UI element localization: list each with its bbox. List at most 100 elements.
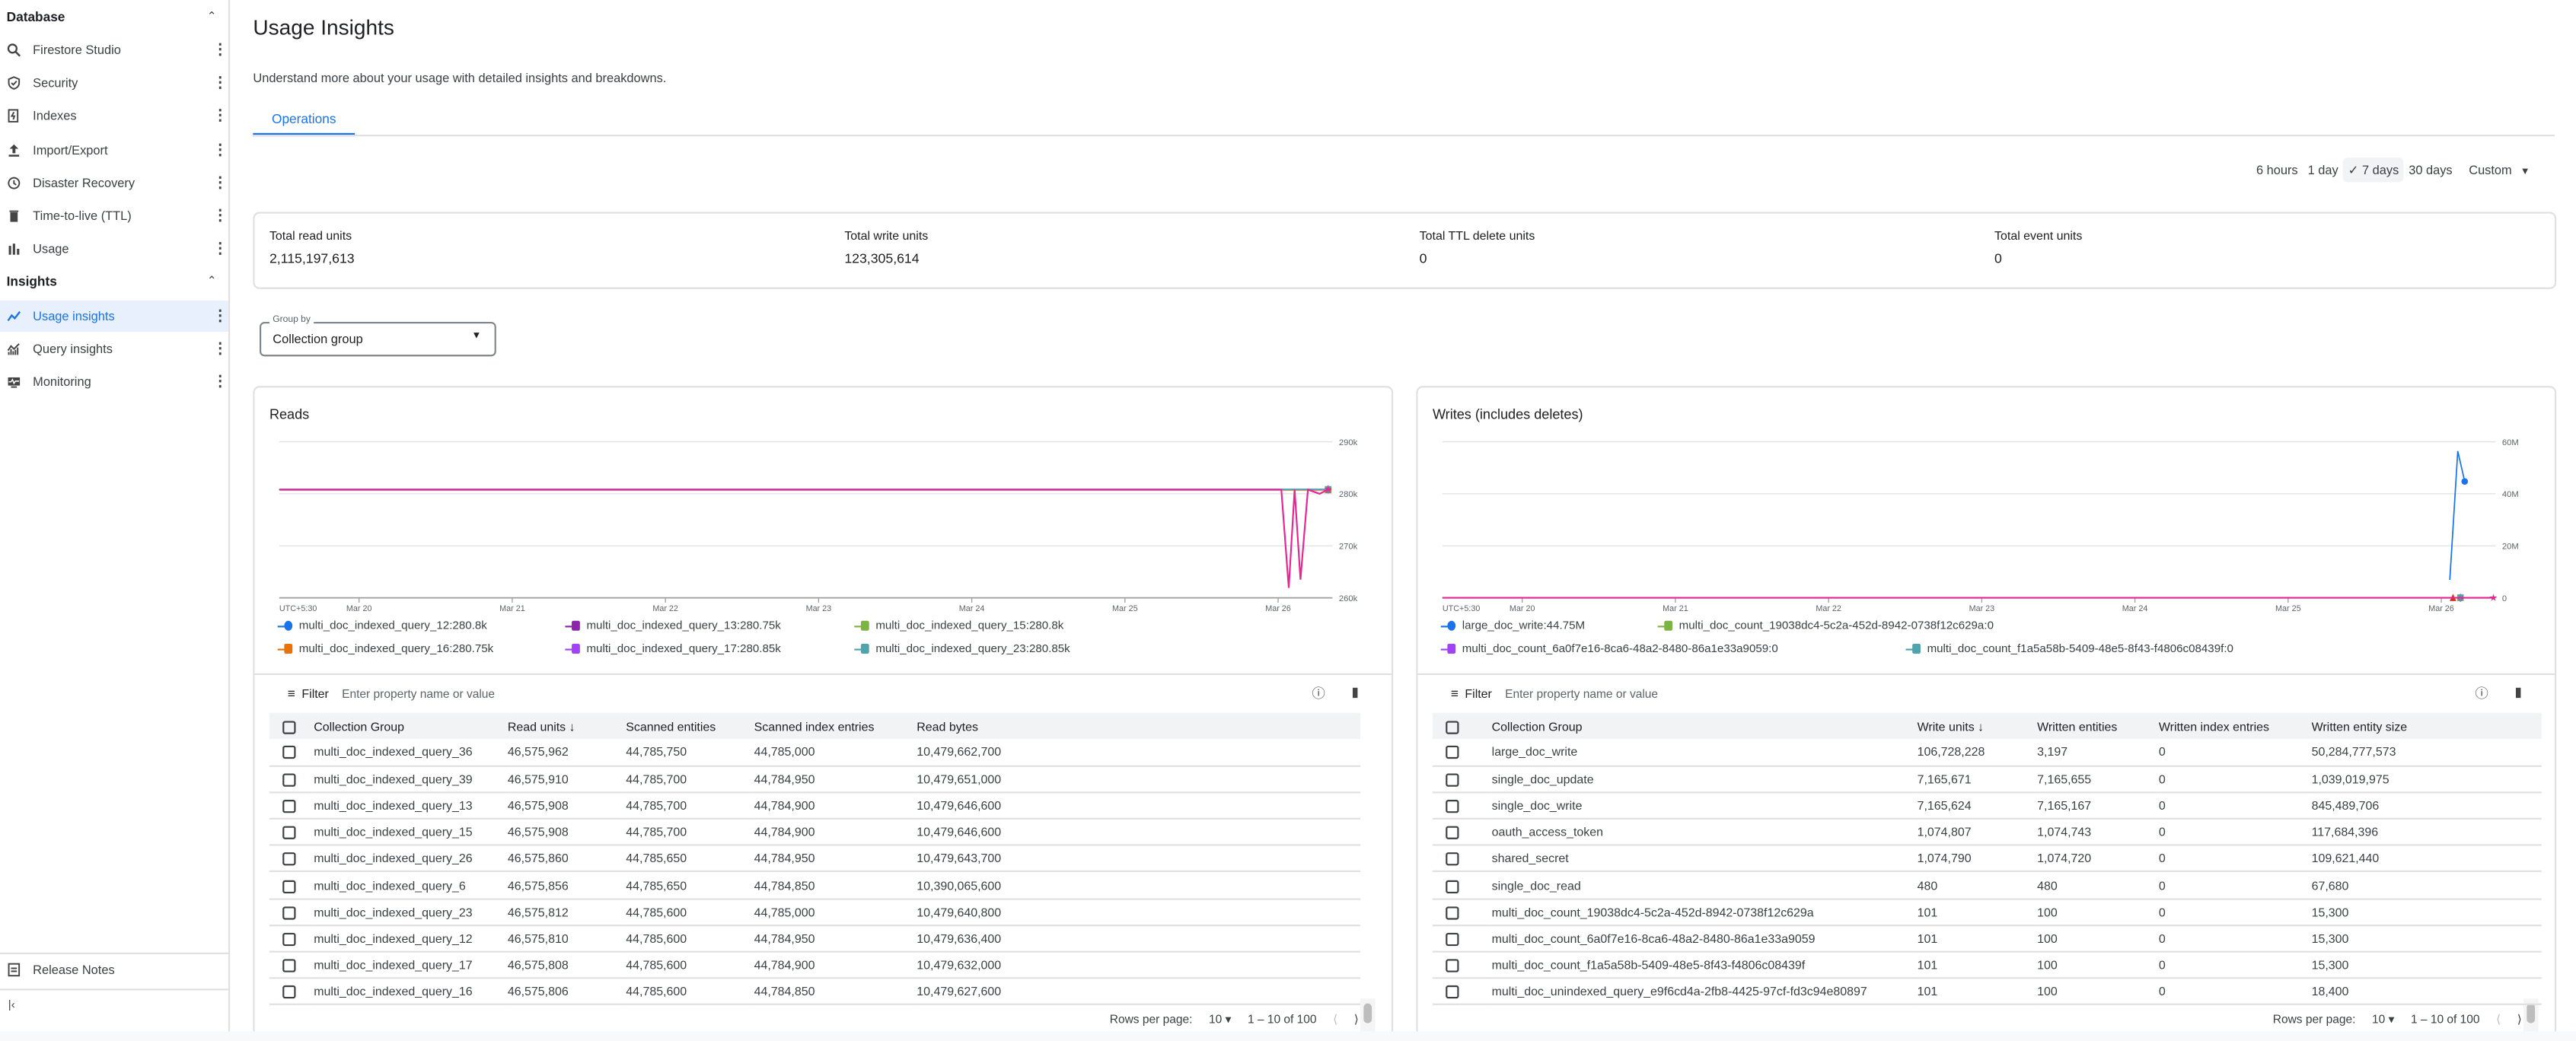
legend-item[interactable]: multi_doc_indexed_query_13: 280.75k [565,619,781,632]
table-row[interactable]: single_doc_write 7,165,624 7,165,167 0 845,4… [1432,792,2542,820]
row-checkbox[interactable] [282,879,296,893]
more-vert-icon[interactable]: ⋮ [212,40,228,58]
more-vert-icon[interactable]: ⋮ [212,240,228,257]
range-30-days[interactable]: 30 days [2409,162,2453,178]
cell-collection-group[interactable]: multi_doc_count_f1a5a58b-5409-48e5-8f43-… [1491,951,1918,979]
row-checkbox[interactable] [282,800,296,813]
row-checkbox[interactable] [1446,773,1459,787]
cell-collection-group[interactable]: multi_doc_count_6a0f7e16-8ca6-48a2-8480-… [1491,925,1918,953]
column-header-write-units[interactable]: Write units ↓ [1917,712,2038,740]
cell-collection-group[interactable]: multi_doc_indexed_query_36 [314,739,508,767]
filter-field[interactable]: Enter property name or value [1505,682,1834,705]
legend-scrollbar[interactable] [1360,998,1376,1041]
cell-collection-group[interactable]: multi_doc_indexed_query_23 [314,898,508,926]
tab-operations[interactable]: Operations [253,108,355,137]
more-vert-icon[interactable]: ⋮ [212,307,228,324]
sidebar-item-firestore-studio[interactable]: Firestore Studio ⋮ [0,34,228,65]
table-row[interactable]: multi_doc_indexed_query_6 46,575,856 44,78… [269,871,1360,899]
select-all-checkbox[interactable] [282,720,296,734]
cell-collection-group[interactable]: multi_doc_count_19038dc4-5c2a-452d-8942-… [1491,898,1918,926]
sidebar-item-indexes[interactable]: Indexes ⋮ [0,100,228,132]
sidebar-item-security[interactable]: Security ⋮ [0,68,228,99]
help-icon[interactable]: ⓘ [1312,686,1325,702]
filter-input[interactable] [342,682,671,705]
cell-collection-group[interactable]: multi_doc_indexed_query_39 [314,766,508,794]
cell-collection-group[interactable]: multi_doc_indexed_query_12 [314,925,508,953]
table-row[interactable]: oauth_access_token 1,074,807 1,074,743 0 117… [1432,818,2542,847]
column-display-icon[interactable]: ▮ [2514,684,2522,700]
cell-collection-group[interactable]: multi_doc_indexed_query_16 [314,978,508,1006]
legend-item[interactable]: multi_doc_indexed_query_12: 280.8k [277,619,487,632]
filter-field[interactable]: Enter property name or value [342,682,671,705]
row-checkbox[interactable] [1446,746,1459,759]
column-header-written-entities[interactable]: Written entities [2037,712,2159,740]
cell-collection-group[interactable]: multi_doc_indexed_query_13 [314,792,508,820]
row-checkbox[interactable] [1446,879,1459,893]
table-row[interactable]: single_doc_update 7,165,671 7,165,655 0 1,03… [1432,766,2542,794]
cell-collection-group[interactable]: single_doc_update [1491,766,1918,794]
sidebar-item-usage-insights[interactable]: Usage insights ⋮ [0,300,228,332]
rows-per-page-select[interactable]: 10 ▾ [2372,1011,2394,1026]
table-row[interactable]: multi_doc_indexed_query_16 46,575,806 44,7… [269,978,1360,1006]
cell-collection-group[interactable]: shared_secret [1491,845,1918,873]
more-vert-icon[interactable]: ⋮ [212,107,228,124]
sidebar-item-disaster-recovery[interactable]: Disaster Recovery ⋮ [0,167,228,199]
next-page-icon[interactable]: ⟩ [1353,1011,1359,1027]
column-header-written-index-entries[interactable]: Written index entries [2158,712,2312,740]
row-checkbox[interactable] [1446,959,1459,973]
scrollbar-thumb[interactable] [1363,1003,1372,1023]
row-checkbox[interactable] [282,959,296,973]
table-row[interactable]: multi_doc_indexed_query_13 46,575,908 44,7… [269,792,1360,820]
more-vert-icon[interactable]: ⋮ [212,340,228,357]
group-by-select[interactable]: Group by Collection group ▼ [259,315,496,357]
table-row[interactable]: multi_doc_count_f1a5a58b-5409-48e5-8f43-… [1432,951,2542,979]
row-checkbox[interactable] [1446,906,1459,920]
help-icon[interactable]: ⓘ [2475,686,2488,702]
range-1-day[interactable]: 1 day [2307,162,2338,178]
column-header-collection-group[interactable]: Collection Group [314,712,508,740]
row-checkbox[interactable] [1446,826,1459,840]
table-row[interactable]: multi_doc_indexed_query_12 46,575,810 44,7… [269,925,1360,953]
row-checkbox[interactable] [282,932,296,946]
column-display-icon[interactable]: ▮ [1351,684,1359,700]
cell-collection-group[interactable]: large_doc_write [1491,739,1918,767]
scrollbar-thumb[interactable] [2527,1003,2536,1023]
more-vert-icon[interactable]: ⋮ [212,140,228,158]
legend-item[interactable]: multi_doc_count_19038dc4-5c2a-452d-8942-… [1657,619,1994,632]
table-row[interactable]: multi_doc_indexed_query_26 46,575,860 44,7… [269,845,1360,873]
column-header-scanned-entities[interactable]: Scanned entities [626,712,754,740]
legend-item[interactable]: multi_doc_indexed_query_23: 280.85k [854,642,1070,655]
row-checkbox[interactable] [282,906,296,920]
table-row[interactable]: multi_doc_indexed_query_23 46,575,812 44,7… [269,898,1360,926]
cell-collection-group[interactable]: multi_doc_indexed_query_15 [314,818,508,847]
cell-collection-group[interactable]: multi_doc_indexed_query_26 [314,845,508,873]
cell-collection-group[interactable]: multi_doc_indexed_query_17 [314,951,508,979]
cell-collection-group[interactable]: multi_doc_unindexed_query_e9f6cd4a-2fb8-… [1491,978,1918,1006]
row-checkbox[interactable] [1446,932,1459,946]
sidebar-item-query-insights[interactable]: Query insights ⋮ [0,334,228,365]
sidebar-item-usage[interactable]: Usage ⋮ [0,234,228,265]
chevron-up-icon[interactable]: ⌃ [206,275,217,288]
legend-item[interactable]: multi_doc_indexed_query_15: 280.8k [854,619,1063,632]
row-checkbox[interactable] [1446,985,1459,999]
collapse-left-icon[interactable]: |‹ [8,1000,15,1012]
range-7-days[interactable]: ✓ 7 days [2343,158,2404,183]
cell-collection-group[interactable]: single_doc_write [1491,792,1918,820]
cell-collection-group[interactable]: oauth_access_token [1491,818,1918,847]
sidebar-item-monitoring[interactable]: Monitoring ⋮ [0,367,228,398]
legend-item[interactable]: multi_doc_count_6a0f7e16-8ca6-48a2-8480-… [1440,642,1778,655]
row-checkbox[interactable] [1446,852,1459,867]
legend-item[interactable]: multi_doc_count_f1a5a58b-5409-48e5-8f43-… [1905,642,2233,655]
range-custom[interactable]: Custom ▼ [2464,158,2535,182]
sidebar-section-insights[interactable]: Insights [6,274,57,289]
column-header-read-units[interactable]: Read units ↓ [507,712,626,740]
row-checkbox[interactable] [282,852,296,867]
table-row[interactable]: multi_doc_unindexed_query_e9f6cd4a-2fb8-… [1432,978,2542,1006]
table-row[interactable]: multi_doc_indexed_query_15 46,575,908 44,7… [269,818,1360,847]
cell-collection-group[interactable]: multi_doc_indexed_query_6 [314,871,508,899]
row-checkbox[interactable] [282,985,296,999]
legend-item[interactable]: multi_doc_indexed_query_17: 280.85k [565,642,781,655]
table-row[interactable]: multi_doc_count_19038dc4-5c2a-452d-8942-… [1432,898,2542,926]
table-row[interactable]: single_doc_read 480 480 0 67,680 [1432,871,2542,899]
cell-collection-group[interactable]: single_doc_read [1491,871,1918,899]
